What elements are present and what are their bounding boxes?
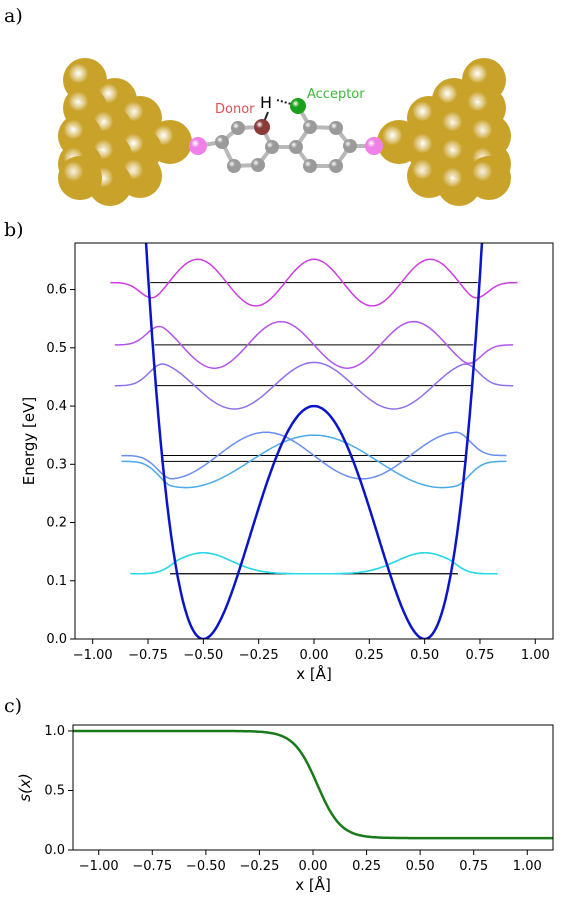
panel-label-b: b) [4,219,24,241]
wavefunction-curves [110,258,518,575]
switching-function-chart: −1.00 −0.75 −0.50 −0.25 0.00 0.25 0.50 0.75 1.00… [16,724,554,894]
y-tick-label: 0.2 [46,516,67,531]
y-tick-label: 0.0 [44,843,65,858]
energy-level-lines [150,282,478,575]
atom [231,121,245,135]
y-tick-label: 0.1 [46,574,67,589]
gold-atom [467,156,511,200]
x-tick-label: −0.75 [128,648,168,663]
wavefunction-6 [110,258,518,307]
x-axis-ticks: −1.00 −0.75 −0.50 −0.25 0.00 0.25 0.50 0.75 1.00 [79,850,542,874]
atom [343,139,357,153]
x-axis-ticks: −1.00 −0.75 −0.50 −0.25 0.00 0.25 0.50 0.75 1.00 [73,639,550,663]
wavefunction-4 [114,361,514,410]
x-tick-label: −0.50 [186,859,226,874]
x-tick-label: −0.75 [132,859,172,874]
x-tick-label: 0.00 [299,859,328,874]
x-tick-label: 0.50 [410,648,439,663]
y-tick-label: 0.6 [46,283,67,298]
x-tick-label: −1.00 [79,859,119,874]
atom [303,159,317,173]
atom [227,159,241,173]
potential-curve [144,243,484,639]
x-tick-label: −0.25 [240,859,280,874]
molecule-atoms [189,98,383,173]
atom [254,119,270,135]
x-axis-label: x [Å] [296,664,332,683]
y-tick-label: 1.0 [44,724,65,739]
donor-label: Donor [215,102,255,117]
hydrogen-label: H [260,93,272,112]
y-tick-label: 0.5 [46,341,67,356]
wavefunction-3 [121,431,507,480]
hydrogen-bond-dotted [276,99,292,105]
x-tick-label: −0.25 [239,648,279,663]
x-tick-label: 0.75 [465,648,494,663]
wavefunction-1 [130,552,498,575]
y-tick-label: 0.5 [44,783,65,798]
panel-label-c: c) [4,695,22,717]
double-well-potential [144,243,484,639]
molecular-junction-illustration: Donor Acceptor H [58,58,511,206]
atom [251,158,265,172]
atom [289,140,303,154]
x-tick-label: −1.00 [73,648,113,663]
switching-series-0 [73,729,553,840]
x-tick-label: 1.00 [513,859,542,874]
atom [265,140,279,154]
y-tick-label: 0.0 [46,632,67,647]
plot-frame [72,724,554,851]
y-axis-ticks: 0.0 0.1 0.2 0.3 0.4 0.5 0.6 [46,283,75,647]
atom [290,98,306,114]
atom [303,120,317,134]
atom [329,159,343,173]
x-tick-label: 1.00 [521,648,550,663]
x-tick-label: 0.00 [300,648,329,663]
atom [365,137,383,155]
y-tick-label: 0.4 [46,399,67,414]
x-tick-label: 0.25 [355,648,384,663]
x-tick-label: −0.50 [183,648,223,663]
atom [329,121,343,135]
left-gold-electrode [58,58,192,206]
acceptor-label: Acceptor [307,87,365,102]
panel-label-a: a) [4,5,23,27]
right-gold-electrode [377,58,511,206]
x-tick-label: 0.75 [459,859,488,874]
x-axis-label: x [Å] [295,875,331,894]
atom [189,137,207,155]
wavefunction-2 [121,434,507,489]
y-axis-label: s(x) [16,773,34,801]
plot-frame [74,242,554,640]
y-axis-label: Energy [eV] [20,397,38,485]
gold-atom [58,156,102,200]
y-tick-label: 0.3 [46,457,67,472]
x-tick-label: 0.50 [406,859,435,874]
x-tick-label: 0.25 [352,859,381,874]
y-axis-ticks: 0.0 0.5 1.0 [44,724,73,858]
wavefunction-5 [114,320,514,369]
atom [215,135,229,149]
energy-levels-chart: −1.00 −0.75 −0.50 −0.25 0.00 0.25 0.50 0.75 1.00… [20,242,554,683]
switching-curve [73,729,553,840]
